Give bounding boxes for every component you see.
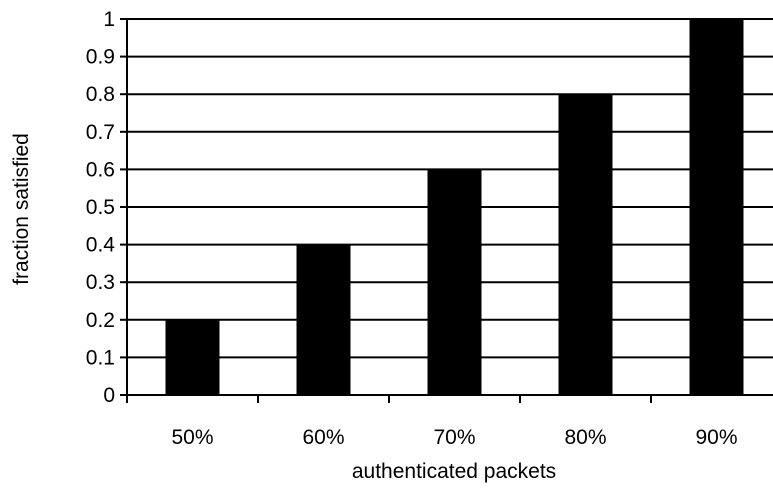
bar-90pct [689, 19, 744, 395]
y-tick-label: 0 [103, 384, 115, 407]
x-axis-label: authenticated packets [352, 460, 556, 483]
x-tick-label: 90% [695, 426, 737, 449]
bars [165, 19, 744, 395]
y-tick-label: 0.8 [86, 83, 115, 106]
y-tick-label: 0.5 [86, 196, 115, 219]
y-tick-label: 0.6 [86, 158, 115, 181]
bar-70pct [427, 169, 482, 395]
axes [120, 18, 773, 403]
y-tick-label: 0.9 [86, 46, 115, 69]
bar-60pct [296, 244, 351, 395]
y-tick-label: 0.4 [86, 234, 116, 257]
x-tick-labels: 50% 60% 70% 80% 90% [171, 426, 737, 449]
bar-50pct [165, 319, 220, 395]
y-tick-label: 1 [103, 8, 115, 31]
y-axis-label: fraction satisfied [10, 133, 33, 285]
y-tick-label: 0.3 [86, 271, 115, 294]
x-tick-label: 60% [302, 426, 344, 449]
y-tick-label: 0.7 [86, 121, 115, 144]
x-tick-label: 70% [433, 426, 475, 449]
y-tick-labels: 0 0.1 0.2 0.3 0.4 0.5 0.6 0.7 0.8 0.9 1 [86, 8, 116, 407]
x-tick-label: 80% [564, 426, 606, 449]
x-tick-label: 50% [171, 426, 213, 449]
bar-80pct [558, 94, 613, 395]
y-tick-label: 0.2 [86, 309, 115, 332]
y-tick-label: 0.1 [86, 346, 115, 369]
